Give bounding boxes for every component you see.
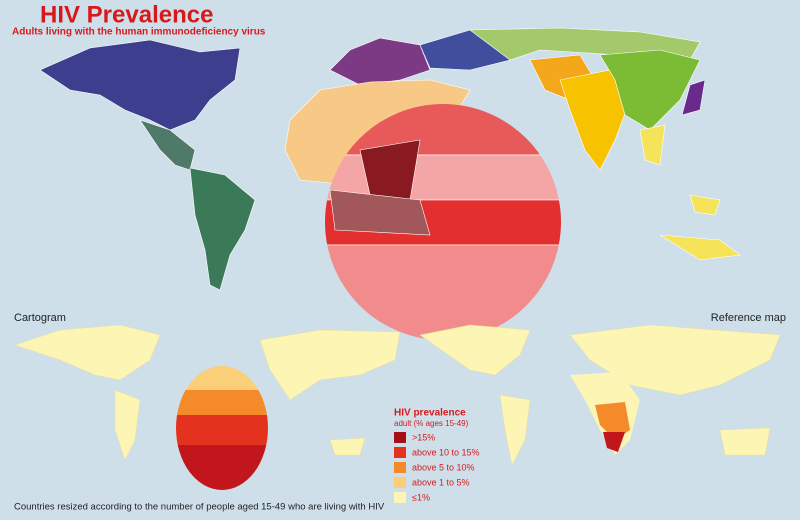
land: [329, 437, 366, 456]
region: [329, 189, 431, 236]
china: [599, 49, 701, 131]
reference-map: [419, 324, 781, 466]
legend-label: >15%: [412, 432, 435, 442]
africa-region: [603, 432, 625, 452]
southeast-asia: [639, 124, 741, 261]
region: [176, 415, 268, 445]
land: [259, 329, 401, 401]
title: HIV Prevalence: [40, 1, 213, 28]
japan: [681, 79, 706, 116]
footer: Countries resized according to the numbe…: [14, 502, 385, 513]
africa-region: [595, 402, 630, 440]
panel-label: Reference map: [711, 312, 786, 324]
panel-label: Cartogram: [14, 312, 66, 324]
legend-title: HIV prevalence: [394, 408, 466, 419]
legend-swatch: [394, 447, 406, 458]
legend-label: above 1 to 5%: [412, 477, 470, 487]
land: [499, 394, 531, 466]
legend-swatch: [394, 492, 406, 503]
legend-subtitle: adult (% ages 15-49): [394, 419, 469, 428]
legend-label: above 5 to 10%: [412, 462, 475, 472]
south-america: [189, 167, 256, 291]
legend: HIV prevalence adult (% ages 15-49) >15%…: [394, 408, 480, 503]
subtitle: Adults living with the human immunodefic…: [12, 27, 266, 38]
north-america: [39, 39, 241, 131]
region: [359, 139, 421, 201]
land: [14, 324, 161, 381]
legend-label: above 10 to 15%: [412, 447, 480, 457]
land: [719, 427, 771, 456]
legend-label: ≤1%: [412, 492, 430, 502]
legend-swatch: [394, 432, 406, 443]
legend-swatch: [394, 477, 406, 488]
region: [176, 390, 268, 415]
cartogram-inset: [14, 324, 401, 490]
legend-swatch: [394, 462, 406, 473]
land: [419, 324, 531, 376]
land: [114, 389, 141, 461]
